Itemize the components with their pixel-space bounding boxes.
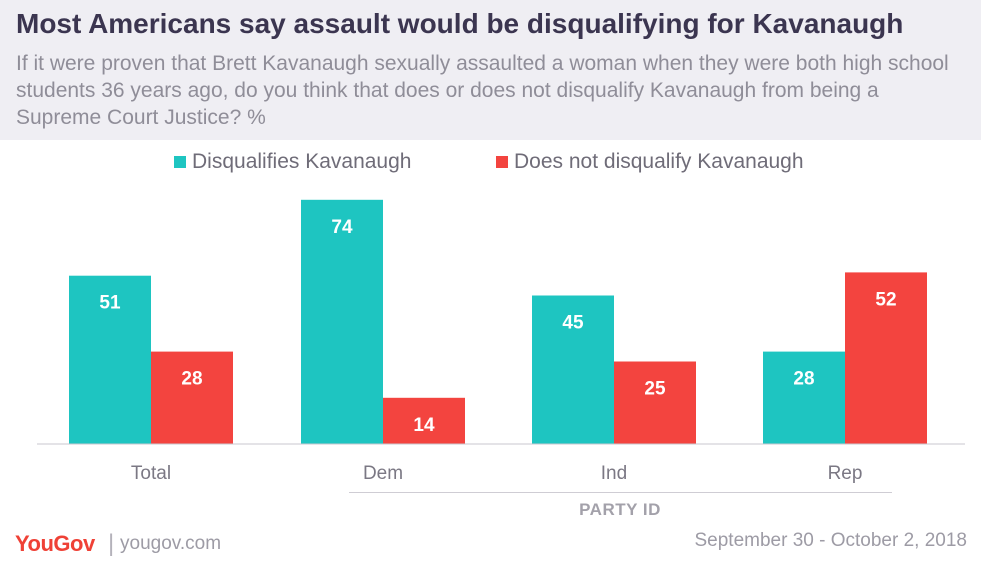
bar-ind-does-not bbox=[614, 361, 696, 444]
tick-label-dem: Dem bbox=[363, 463, 403, 484]
tick-label-ind: Ind bbox=[601, 463, 627, 484]
legend-swatch-does-not bbox=[496, 156, 508, 168]
legend-label-does-not: Does not disqualify Kavanaugh bbox=[514, 150, 804, 173]
chart-title: Most Americans say assault would be disq… bbox=[16, 8, 904, 39]
legend-item-does-not: Does not disqualify Kavanaugh bbox=[496, 150, 804, 174]
value-label-ind-disqualifies: 45 bbox=[562, 313, 584, 334]
legend: Disqualifies Kavanaugh Does not disquali… bbox=[0, 150, 981, 180]
tick-label-rep: Rep bbox=[828, 463, 863, 484]
yougov-logo: YouGov bbox=[15, 531, 95, 556]
bar-total-does-not bbox=[151, 351, 233, 444]
value-label-total-does-not: 28 bbox=[181, 369, 202, 390]
bar-ind-disqualifies bbox=[532, 295, 614, 444]
legend-item-disqualifies: Disqualifies Kavanaugh bbox=[174, 150, 411, 174]
value-label-total-disqualifies: 51 bbox=[99, 293, 121, 314]
tick-label-total: Total bbox=[131, 463, 171, 484]
legend-swatch-disqualifies bbox=[174, 156, 186, 168]
bar-dem-does-not bbox=[383, 397, 465, 444]
header-panel: Most Americans say assault would be disq… bbox=[0, 0, 981, 140]
bar-total-disqualifies bbox=[69, 275, 151, 444]
footer-date: September 30 - October 2, 2018 bbox=[694, 530, 968, 551]
footer-separator: | bbox=[108, 530, 115, 557]
bar-chart: 51 28 Total 74 14 Dem 45 25 Ind 28 52 Rep bbox=[37, 199, 965, 484]
footer-site-link[interactable]: yougov.com bbox=[120, 533, 222, 554]
bar-rep-does-not bbox=[845, 272, 927, 444]
value-label-ind-does-not: 25 bbox=[644, 379, 666, 400]
value-label-rep-disqualifies: 28 bbox=[793, 369, 814, 390]
party-group-line bbox=[349, 492, 892, 493]
value-label-dem-does-not: 14 bbox=[413, 415, 435, 436]
value-label-dem-disqualifies: 74 bbox=[331, 217, 353, 238]
bar-dem-disqualifies bbox=[301, 199, 383, 444]
chart-subtitle: If it were proven that Brett Kavanaugh s… bbox=[16, 52, 949, 129]
value-label-rep-does-not: 52 bbox=[875, 289, 896, 310]
bar-rep-disqualifies bbox=[763, 351, 845, 444]
party-id-label: PARTY ID bbox=[579, 500, 661, 519]
legend-label-disqualifies: Disqualifies Kavanaugh bbox=[192, 150, 412, 173]
